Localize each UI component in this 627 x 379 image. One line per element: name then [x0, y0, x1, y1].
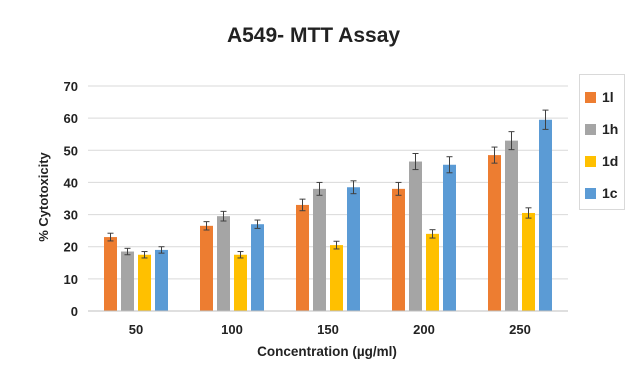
- legend-item-1h: 1h: [585, 121, 618, 137]
- bar-1d-100: [234, 254, 247, 311]
- legend-label: 1d: [602, 153, 619, 169]
- bar-1d-200: [426, 233, 439, 311]
- legend-swatch: [585, 155, 596, 167]
- bar-1c-200: [443, 164, 456, 311]
- legend-item-1l: 1l: [585, 89, 614, 105]
- bar-1d-150: [330, 245, 343, 311]
- legend-label: 1l: [602, 89, 614, 105]
- bar-1l-200: [392, 188, 405, 311]
- x-tick-label: 100: [221, 322, 243, 337]
- bar-1h-150: [313, 188, 326, 311]
- y-tick-label: 20: [64, 240, 78, 255]
- y-tick-label: 60: [64, 111, 78, 126]
- bar-1d-250: [522, 212, 535, 311]
- y-tick-label: 0: [71, 304, 78, 319]
- x-tick-label: 250: [509, 322, 531, 337]
- bar-1c-100: [251, 224, 264, 311]
- legend-item-1d: 1d: [585, 153, 618, 169]
- y-tick-label: 30: [64, 208, 78, 223]
- x-axis-label: Concentration (µg/ml): [257, 344, 397, 359]
- bar-1c-150: [347, 187, 360, 311]
- legend-label: 1h: [602, 121, 619, 137]
- legend-swatch: [585, 123, 596, 135]
- bar-1l-150: [296, 204, 309, 311]
- y-tick-label: 40: [64, 175, 78, 190]
- y-tick-label: 10: [64, 272, 78, 287]
- legend-swatch: [585, 187, 596, 199]
- legend-swatch: [585, 91, 596, 103]
- bar-1h-100: [217, 216, 230, 311]
- axes-group: 0 10 20 30 40 50 60 70 50 100 150 200 250: [64, 79, 568, 337]
- bar-1h-200: [409, 161, 422, 311]
- bar-1c-250: [539, 119, 552, 311]
- x-tick-label: 50: [129, 322, 143, 337]
- bar-1h-50: [121, 251, 134, 311]
- bar-1c-50: [155, 249, 168, 311]
- y-axis-label: % Cytotoxicity: [36, 151, 51, 241]
- bar-1l-250: [488, 155, 501, 311]
- legend: 1l 1h 1d 1c: [579, 74, 625, 210]
- x-tick-label: 150: [317, 322, 339, 337]
- bar-1h-250: [505, 140, 518, 311]
- x-tick-label: 200: [413, 322, 435, 337]
- legend-label: 1c: [602, 185, 618, 201]
- y-tick-label: 50: [64, 143, 78, 158]
- y-tick-label: 70: [64, 79, 78, 94]
- bar-1l-50: [104, 237, 117, 311]
- legend-item-1c: 1c: [585, 185, 618, 201]
- chart-title: A549- MTT Assay: [226, 24, 401, 47]
- bar-1l-100: [200, 225, 213, 311]
- bar-1d-50: [138, 254, 151, 311]
- bars-group: [104, 109, 552, 311]
